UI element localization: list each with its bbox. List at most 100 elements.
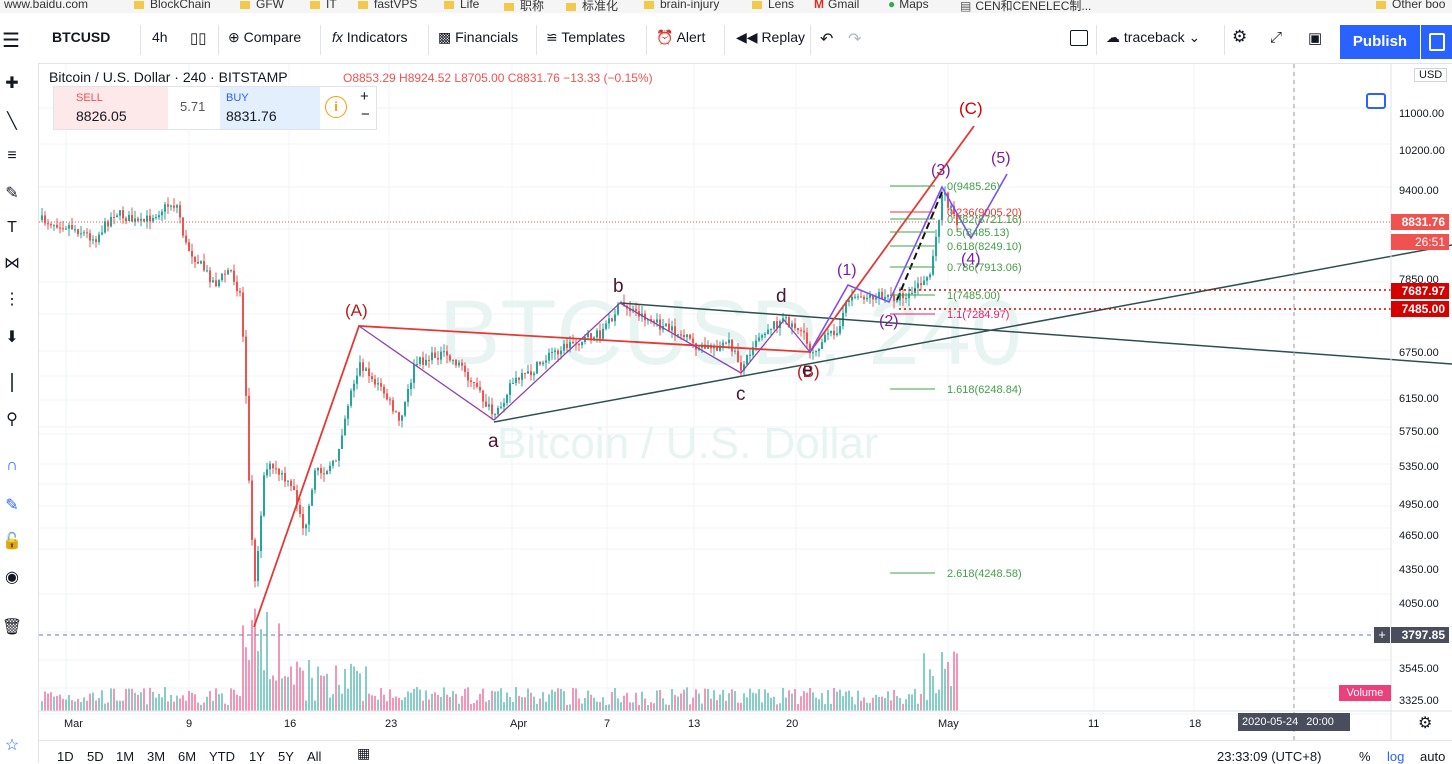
minus-icon[interactable]: − bbox=[361, 106, 370, 123]
range-button[interactable]: 5Y bbox=[278, 749, 294, 764]
candle-body bbox=[281, 472, 283, 475]
menu-icon[interactable]: ☰ bbox=[2, 30, 20, 52]
candle-body bbox=[953, 206, 955, 215]
folder-icon bbox=[134, 0, 144, 9]
replay-button[interactable]: ◀◀ Replay bbox=[736, 29, 806, 45]
trendline-support[interactable] bbox=[493, 244, 1452, 423]
publish-button[interactable]: Publish bbox=[1340, 25, 1420, 59]
publish-menu-button[interactable] bbox=[1421, 25, 1452, 59]
bookmark[interactable]: M Gmail bbox=[814, 0, 859, 11]
text-icon[interactable]: T bbox=[7, 219, 17, 236]
alert-button[interactable]: ⏰ Alert bbox=[656, 29, 706, 45]
volume-bar bbox=[629, 702, 631, 711]
pattern-icon[interactable]: ⋈ bbox=[4, 255, 20, 272]
price-chart[interactable]: BTCUSD, 240 Bitcoin / U.S. Dollar 0(9485… bbox=[39, 64, 1452, 740]
range-button[interactable]: 3M bbox=[147, 749, 166, 764]
range-button[interactable]: 1M bbox=[116, 749, 135, 764]
bookmark[interactable]: BlockChain bbox=[134, 0, 211, 11]
volume-bar bbox=[392, 697, 394, 711]
eye-icon[interactable]: ◉ bbox=[5, 569, 19, 586]
price-label: 10200.00 bbox=[1399, 145, 1445, 157]
impulse-wave-line[interactable] bbox=[809, 173, 1008, 353]
camera-icon[interactable]: ▣ bbox=[1308, 30, 1323, 47]
buy-button[interactable]: BUY 8831.76 bbox=[220, 87, 320, 129]
expand-icon[interactable]: ⤢ bbox=[1270, 29, 1283, 46]
candle-body bbox=[716, 346, 718, 351]
candle-body bbox=[149, 215, 151, 222]
candle-body bbox=[659, 319, 661, 330]
add-alert-plus-icon[interactable]: + bbox=[1374, 627, 1390, 643]
templates-button[interactable]: ≌ Templates bbox=[546, 29, 626, 45]
financials-button[interactable]: ▩ Financials bbox=[438, 29, 519, 45]
lock-drawing-icon[interactable]: ✎ bbox=[5, 497, 19, 514]
bookmark[interactable]: ▤ CEN和CENELEC制... bbox=[960, 0, 1092, 13]
trendline-icon[interactable]: ╲ bbox=[7, 113, 17, 130]
bookmark[interactable]: GFW bbox=[240, 0, 284, 11]
candle-body bbox=[935, 236, 937, 257]
sell-button[interactable]: SELL 8826.05 bbox=[54, 87, 168, 129]
range-button[interactable]: YTD bbox=[209, 749, 235, 764]
clock[interactable]: 23:33:09 (UTC+8) bbox=[1217, 749, 1322, 764]
folder-icon bbox=[504, 2, 514, 11]
crosshair-icon[interactable]: ✚ bbox=[5, 75, 19, 92]
ruler-icon[interactable]: ⎮ bbox=[7, 375, 17, 392]
layout-button[interactable]: ☁ traceback ⌄ bbox=[1106, 29, 1201, 45]
log-toggle[interactable]: log bbox=[1387, 749, 1405, 764]
volume-bar bbox=[164, 687, 166, 711]
compare-button[interactable]: ⊕ Compare bbox=[228, 29, 302, 45]
magnet-icon[interactable]: ∩ bbox=[6, 457, 18, 474]
percent-toggle[interactable]: % bbox=[1359, 749, 1371, 764]
prediction-icon[interactable]: ⋮ bbox=[4, 291, 20, 308]
candles-icon[interactable]: ▯▯ bbox=[190, 30, 207, 47]
bookmark[interactable]: ● Maps bbox=[888, 0, 929, 11]
bookmark[interactable]: 标准化 bbox=[566, 0, 618, 13]
settings-gear-icon[interactable]: ⚙ bbox=[1418, 715, 1433, 732]
range-button[interactable]: 5D bbox=[87, 749, 104, 764]
candle-body bbox=[836, 333, 838, 336]
fib-retracement[interactable]: 0(9485.26)0.236(9005.20)0.382(8721.16)0.… bbox=[890, 181, 1022, 580]
pitchfork-icon[interactable]: ≡ bbox=[7, 147, 17, 164]
bookmark[interactable]: fastVPS bbox=[358, 0, 417, 11]
range-button[interactable]: 1D bbox=[57, 749, 74, 764]
lock-icon[interactable]: 🔓 bbox=[2, 533, 22, 550]
alarm-clock-icon: ⏰ bbox=[656, 29, 677, 45]
volume-bar bbox=[770, 697, 772, 711]
bookmark[interactable]: Lens bbox=[752, 0, 794, 11]
volume-bar bbox=[281, 678, 283, 711]
volume-bar bbox=[335, 665, 337, 711]
candle-body bbox=[932, 256, 934, 275]
bookmark[interactable]: brain-injury bbox=[644, 0, 719, 11]
star-icon[interactable]: ☆ bbox=[4, 737, 20, 754]
trash-icon[interactable]: 🗑 bbox=[1, 619, 23, 636]
range-button[interactable]: 6M bbox=[178, 749, 197, 764]
calendar-icon[interactable]: ▦ bbox=[357, 745, 371, 761]
fullscreen-rect-icon[interactable] bbox=[1070, 30, 1088, 46]
undo-icon[interactable]: ↶ bbox=[820, 31, 834, 48]
plus-icon[interactable]: + bbox=[360, 88, 369, 105]
bookmark[interactable]: Life bbox=[444, 0, 479, 11]
bookmark[interactable]: Other boo bbox=[1376, 0, 1445, 11]
zoom-in-icon[interactable]: ⚲ bbox=[6, 411, 18, 428]
brush-icon[interactable]: ✎ bbox=[5, 185, 19, 202]
currency-button[interactable]: USD bbox=[1414, 68, 1448, 82]
indicators-button[interactable]: fx Indicators bbox=[332, 29, 408, 45]
volume-bar bbox=[752, 692, 754, 711]
redo-icon[interactable]: ↷ bbox=[848, 31, 862, 48]
info-icon[interactable]: i bbox=[325, 96, 347, 118]
interval-button[interactable]: 4h bbox=[152, 29, 168, 45]
volume-bar bbox=[464, 688, 466, 711]
volume-bar bbox=[134, 692, 136, 711]
auto-toggle[interactable]: auto bbox=[1420, 749, 1446, 764]
arrow-down-icon[interactable]: ⬇ bbox=[5, 329, 19, 346]
symbol-search-button[interactable]: BTCUSD bbox=[52, 29, 111, 45]
range-button[interactable]: 1Y bbox=[249, 749, 265, 764]
auto-scale-icon[interactable] bbox=[1366, 93, 1386, 109]
trendline-resistance[interactable] bbox=[619, 302, 1452, 365]
gear-icon[interactable]: ⚙ bbox=[1232, 27, 1248, 46]
candle-body bbox=[50, 224, 52, 226]
bookmark[interactable]: IT bbox=[310, 0, 337, 11]
wave-abc-line[interactable] bbox=[253, 125, 975, 628]
range-button[interactable]: All bbox=[307, 749, 322, 764]
bookmark[interactable]: 职称 bbox=[504, 0, 544, 13]
bookmark[interactable]: www.baidu.com bbox=[4, 0, 89, 11]
